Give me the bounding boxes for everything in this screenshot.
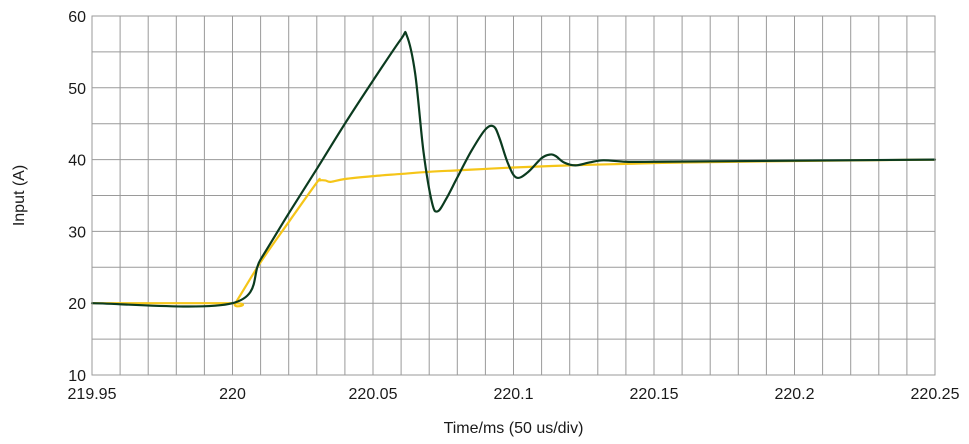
y-tick-label: 60: [68, 9, 86, 26]
y-tick-label: 20: [68, 296, 86, 313]
y-tick-label: 10: [68, 368, 86, 385]
x-tick-label: 220.25: [911, 386, 960, 403]
chart-grid: [92, 16, 935, 375]
plot-frame: [91, 15, 936, 376]
x-axis-title: Time/ms (50 us/div): [444, 420, 584, 437]
y-tick-label: 30: [68, 224, 86, 241]
y-axis-title: Input (A): [11, 165, 28, 226]
y-tick-label: 40: [68, 153, 86, 170]
series-line-1: [90, 158, 937, 308]
x-tick-label: 220.05: [349, 386, 398, 403]
y-axis-ticks: 10 20 30 40 50 60: [68, 9, 86, 385]
x-tick-label: 220: [219, 386, 246, 403]
x-tick-label: 219.95: [68, 386, 117, 403]
chart-series: [90, 30, 937, 308]
series-line-2: [90, 30, 937, 308]
y-tick-label: 50: [68, 81, 86, 98]
x-tick-label: 220.15: [630, 386, 679, 403]
x-tick-label: 220.2: [774, 386, 814, 403]
x-tick-label: 220.1: [493, 386, 533, 403]
x-axis-ticks: 219.95 220 220.05 220.1 220.15 220.2 220.25: [68, 386, 960, 403]
